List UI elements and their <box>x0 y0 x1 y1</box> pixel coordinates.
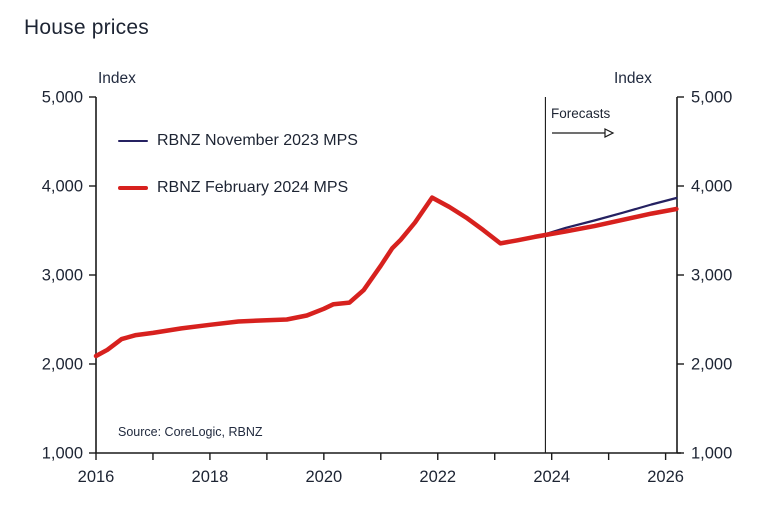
legend-item-november-2023-mps: RBNZ November 2023 MPS <box>118 131 358 151</box>
y-tick-label-left: 2,000 <box>42 356 83 374</box>
series-line-november-2023-mps <box>524 196 678 240</box>
y-tick-label-right: 1,000 <box>691 445 732 463</box>
x-tick-label: 2022 <box>419 468 456 486</box>
legend-label: RBNZ November 2023 MPS <box>157 132 358 149</box>
forecasts-annotation: Forecasts <box>551 106 631 144</box>
legend-item-february-2024-mps: RBNZ February 2024 MPS <box>118 178 358 198</box>
y-tick-label-left: 3,000 <box>42 267 83 285</box>
forecasts-label: Forecasts <box>551 106 611 121</box>
y-tick-label-right: 5,000 <box>691 89 732 107</box>
right-axis-unit-label: Index <box>614 70 652 87</box>
y-tick-label-right: 2,000 <box>691 356 732 374</box>
february-line-swatch <box>118 185 148 191</box>
y-tick-label-right: 3,000 <box>691 267 732 285</box>
left-axis-unit-label: Index <box>98 70 136 87</box>
x-tick-label: 2026 <box>647 468 684 486</box>
x-tick-label: 2016 <box>78 468 115 486</box>
x-tick-label: 2024 <box>533 468 570 486</box>
x-tick-label: 2018 <box>192 468 229 486</box>
y-tick-label-right: 4,000 <box>691 178 732 196</box>
right-arrow-icon <box>552 128 615 138</box>
y-tick-label-left: 5,000 <box>42 89 83 107</box>
x-tick-label: 2020 <box>305 468 342 486</box>
november-line-swatch <box>118 139 148 143</box>
source-note: Source: CoreLogic, RBNZ <box>118 425 263 439</box>
page-title: House prices <box>24 16 149 39</box>
chart-legend: RBNZ November 2023 MPS RBNZ February 202… <box>118 131 358 198</box>
y-tick-label-left: 1,000 <box>42 445 83 463</box>
series-line-february-2024-mps <box>93 195 679 359</box>
legend-label: RBNZ February 2024 MPS <box>157 179 349 196</box>
y-tick-label-left: 4,000 <box>42 178 83 196</box>
